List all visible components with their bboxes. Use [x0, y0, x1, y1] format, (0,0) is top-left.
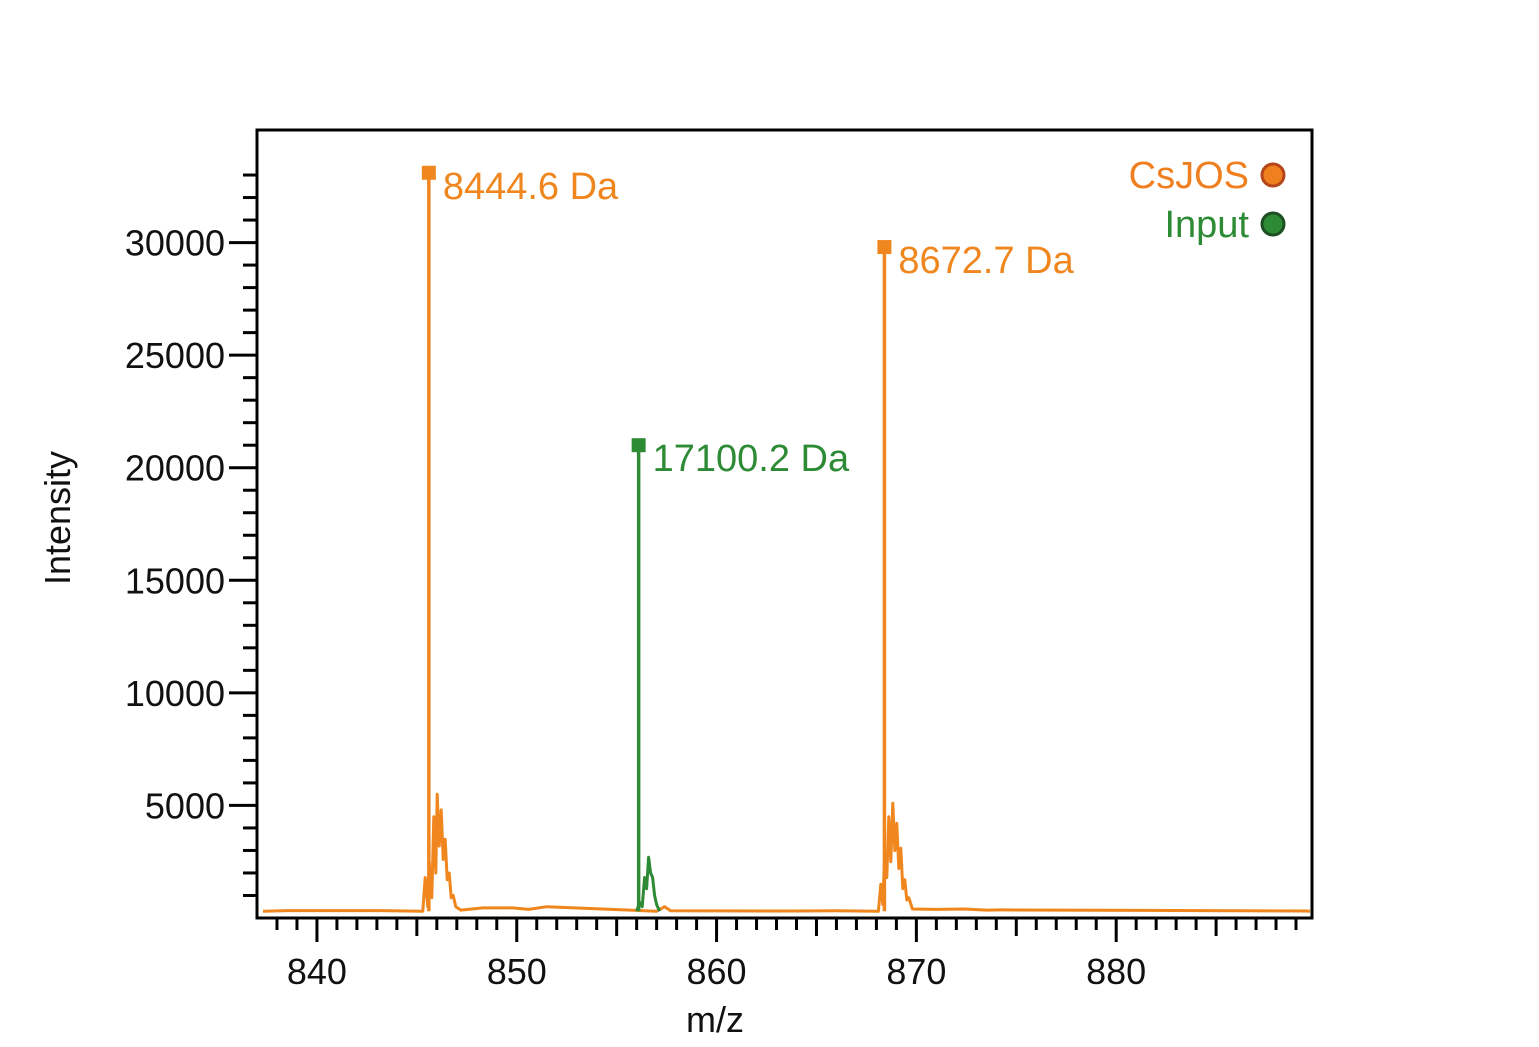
legend: CsJOS Input: [1129, 155, 1286, 246]
label-layer: 8444.6 Da 8672.7 Da 17100.2 Da: [443, 166, 1075, 480]
x-tick-label: 850: [487, 951, 547, 992]
x-tick-label: 860: [687, 951, 747, 992]
y-axis-label: Intensity: [37, 451, 78, 585]
y-tick-label: 15000: [125, 560, 225, 601]
plot-frame: [255, 128, 1314, 920]
peak-label-csjos: 8444.6 Da: [443, 166, 619, 208]
y-tick-label: 10000: [125, 673, 225, 714]
y-tick-label: 5000: [145, 785, 225, 826]
x-tick-label: 840: [287, 951, 347, 992]
x-tick-label: 870: [886, 951, 946, 992]
peak-label-input: 17100.2 Da: [653, 438, 850, 480]
y-tick-label: 25000: [125, 335, 225, 376]
spectrum-line-csjos: [262, 792, 1311, 913]
legend-marker-input: [1260, 211, 1286, 237]
legend-label-csjos: CsJOS: [1129, 155, 1249, 197]
y-tick-label: 20000: [125, 448, 225, 489]
peak-marker-input: [631, 438, 646, 453]
axes-layer: 5000 10000 15000 20000 25000 30000 840 850 860 87…: [125, 173, 1298, 992]
x-axis-label: m/z: [686, 999, 744, 1040]
spectrum-line-input: [635, 855, 661, 912]
legend-marker-csjos: [1260, 162, 1286, 188]
peak-marker-csjos: [421, 165, 436, 180]
peak-marker-csjos: [877, 240, 892, 255]
x-tick-label: 880: [1086, 951, 1146, 992]
peak-label-csjos: 8672.7 Da: [898, 240, 1074, 282]
legend-label-input: Input: [1164, 204, 1249, 246]
y-tick-label: 30000: [125, 223, 225, 264]
data-layer: [262, 165, 1311, 913]
